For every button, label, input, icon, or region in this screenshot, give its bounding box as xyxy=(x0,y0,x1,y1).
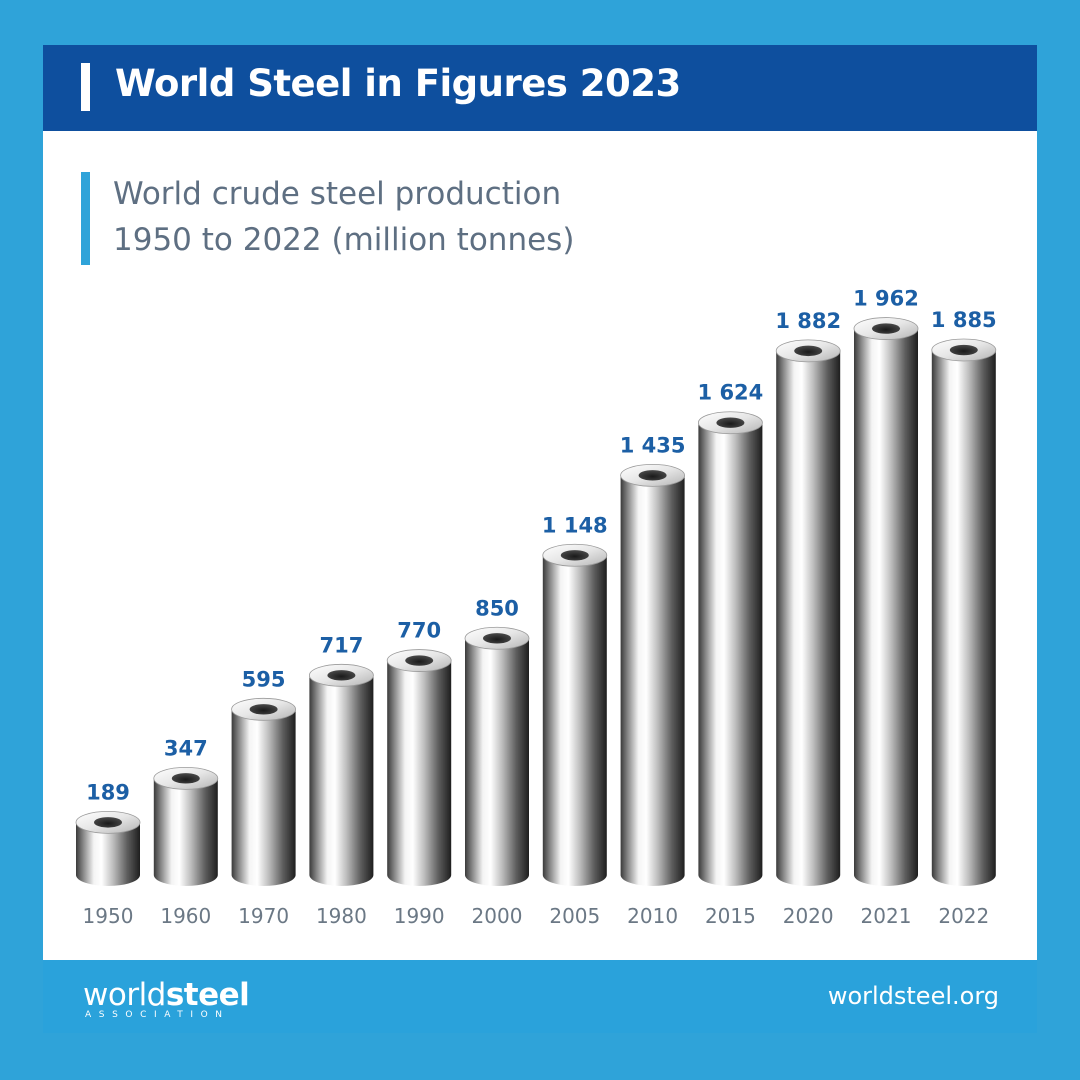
footer-banner: worldsteel ASSOCIATION worldsteel.org xyxy=(43,960,1037,1033)
bar-1960 xyxy=(153,766,219,887)
bar-1980 xyxy=(308,663,374,887)
chart-subtitle: World crude steel production 1950 to 202… xyxy=(113,171,574,263)
value-label-1960: 347 xyxy=(164,736,208,760)
steel-production-chart: 189 1950 347 1960 595 1970 717 1980 770 1990 850 20… xyxy=(75,287,997,928)
value-label-2005: 1 148 xyxy=(542,513,608,537)
value-label-2022: 1 885 xyxy=(931,308,997,332)
bar-2021 xyxy=(853,317,919,886)
logo-word-world: world xyxy=(83,977,166,1013)
worldsteel-logo: worldsteel ASSOCIATION xyxy=(83,977,250,1020)
category-label-2005: 2005 xyxy=(549,904,600,928)
website-link[interactable]: worldsteel.org xyxy=(827,982,999,1010)
category-label-2000: 2000 xyxy=(472,904,523,928)
category-label-2022: 2022 xyxy=(938,904,989,928)
bar-1990 xyxy=(386,649,452,887)
logo-word-steel: steel xyxy=(165,977,250,1013)
bar-1950 xyxy=(75,810,141,886)
category-label-2010: 2010 xyxy=(627,904,678,928)
bar-2010 xyxy=(620,463,685,887)
category-label-2015: 2015 xyxy=(705,904,756,928)
bar-1970 xyxy=(231,697,297,887)
category-label-2020: 2020 xyxy=(783,904,834,928)
value-label-2021: 1 962 xyxy=(853,287,919,311)
subtitle-line-2: 1950 to 2022 (million tonnes) xyxy=(113,222,575,258)
value-label-1980: 717 xyxy=(319,633,363,657)
value-label-2020: 1 882 xyxy=(775,309,841,333)
header-accent-bar xyxy=(81,63,90,111)
bar-2020 xyxy=(775,339,841,887)
value-label-1970: 595 xyxy=(242,667,286,691)
value-label-1950: 189 xyxy=(86,780,130,804)
subtitle-accent-bar xyxy=(81,172,90,265)
value-label-2010: 1 435 xyxy=(620,433,686,457)
category-label-1980: 1980 xyxy=(316,904,367,928)
subtitle-line-1: World crude steel production xyxy=(113,176,562,212)
bar-2015 xyxy=(698,411,763,887)
bar-2005 xyxy=(542,543,608,887)
value-label-1990: 770 xyxy=(397,619,441,643)
category-label-1990: 1990 xyxy=(394,904,445,928)
value-label-2000: 850 xyxy=(475,596,519,620)
page-title: World Steel in Figures 2023 xyxy=(115,62,681,105)
bar-2022 xyxy=(931,338,997,887)
bar-2000 xyxy=(464,626,530,886)
category-label-1960: 1960 xyxy=(160,904,211,928)
category-label-1950: 1950 xyxy=(83,904,134,928)
value-label-2015: 1 624 xyxy=(698,381,764,405)
logo-association: ASSOCIATION xyxy=(85,1010,230,1020)
header-banner: World Steel in Figures 2023 xyxy=(43,45,1037,131)
category-label-1970: 1970 xyxy=(238,904,289,928)
infographic-card: World Steel in Figures 2023 World crude … xyxy=(43,45,1037,1033)
category-label-2021: 2021 xyxy=(861,904,912,928)
